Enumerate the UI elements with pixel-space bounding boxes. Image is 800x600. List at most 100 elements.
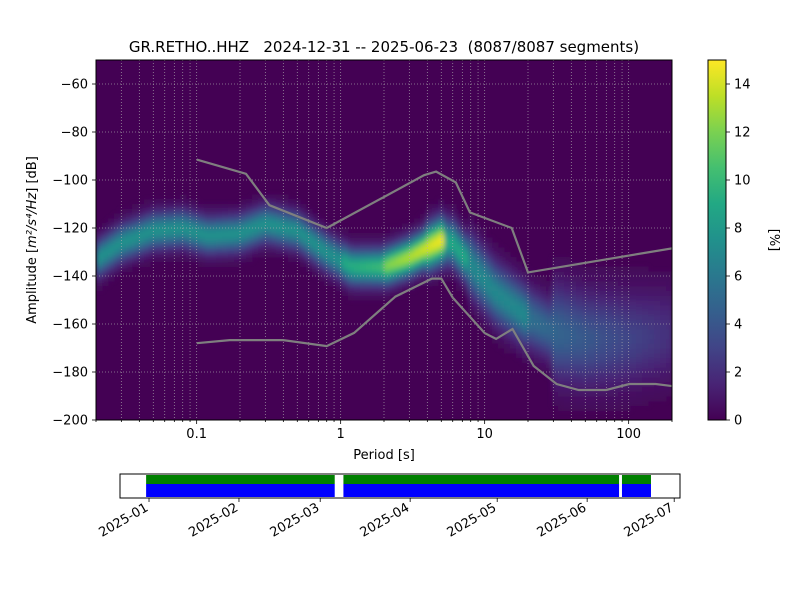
heatmap-cell <box>324 232 331 239</box>
heatmap-cell <box>492 333 499 340</box>
heatmap-cell <box>102 242 109 248</box>
heatmap-cell <box>606 376 613 383</box>
heatmap-cell <box>642 304 649 311</box>
heatmap-cell <box>240 256 247 263</box>
heatmap-cell <box>378 252 385 258</box>
heatmap-cell <box>366 252 373 258</box>
heatmap-cell <box>636 372 643 378</box>
heatmap-cell <box>168 218 175 224</box>
heatmap-cell <box>666 300 672 306</box>
heatmap-cell <box>660 309 667 316</box>
heatmap-cell <box>588 376 595 383</box>
heatmap-cell <box>618 362 625 368</box>
heatmap-cell <box>618 381 625 388</box>
heatmap-cell <box>300 247 307 253</box>
heatmap-cell <box>276 208 283 215</box>
heatmap-cell <box>270 242 277 248</box>
heatmap-cell <box>522 333 529 340</box>
heatmap-cell <box>222 223 229 229</box>
heatmap-cell <box>582 304 589 311</box>
heatmap-cell <box>306 252 313 258</box>
heatmap-cell <box>612 290 619 296</box>
heatmap-cell <box>486 290 493 296</box>
heatmap-cell <box>174 199 181 205</box>
heatmap-cell <box>318 261 325 268</box>
y-tick-label: −100 <box>52 174 88 189</box>
heatmap-cell <box>96 261 103 268</box>
heatmap-cell <box>228 252 235 258</box>
heatmap-cell <box>564 343 571 349</box>
heatmap-cell <box>570 333 577 340</box>
heatmap-cell <box>600 391 607 397</box>
heatmap-cell <box>570 405 577 412</box>
heatmap-cell <box>318 237 325 244</box>
heatmap-cell <box>522 280 529 287</box>
heatmap-cell <box>288 208 295 215</box>
heatmap-cell <box>606 391 613 397</box>
heatmap-cell <box>246 204 253 210</box>
heatmap-cell <box>648 391 655 397</box>
heatmap-cell <box>198 261 205 268</box>
heatmap-cell <box>318 252 325 258</box>
heatmap-cell <box>654 324 661 330</box>
heatmap-cell <box>240 242 247 248</box>
heatmap-cell <box>594 309 601 316</box>
timeline-frame <box>119 473 681 499</box>
heatmap-cell <box>276 199 283 205</box>
heatmap-cell <box>594 300 601 306</box>
heatmap-cell <box>114 242 121 248</box>
heatmap-cell <box>546 362 553 368</box>
heatmap-cell <box>432 232 439 239</box>
heatmap-cell <box>438 252 445 258</box>
heatmap-cell <box>468 256 475 263</box>
heatmap-cell <box>222 256 229 263</box>
heatmap-cell <box>594 372 601 378</box>
heatmap-cell <box>456 223 463 229</box>
heatmap-cell <box>474 266 481 272</box>
heatmap-cell <box>654 362 661 368</box>
heatmap-cell <box>288 223 295 229</box>
heatmap-cell <box>540 328 547 335</box>
heatmap-cell <box>564 405 571 412</box>
heatmap-cell <box>384 285 391 292</box>
heatmap-cell <box>588 343 595 349</box>
heatmap-cell <box>606 280 613 287</box>
heatmap-cell <box>624 396 631 402</box>
heatmap-cell <box>492 338 499 344</box>
heatmap-cell <box>288 199 295 205</box>
heatmap-cell <box>186 228 193 234</box>
heatmap-cell <box>600 304 607 311</box>
heatmap-cell <box>666 290 672 296</box>
heatmap-cell <box>288 232 295 239</box>
heatmap-cell <box>390 261 397 268</box>
heatmap-cell <box>396 280 403 287</box>
heatmap-cell <box>468 266 475 272</box>
heatmap-cell <box>192 242 199 248</box>
heatmap-cell <box>336 276 343 282</box>
heatmap-cell <box>456 266 463 272</box>
heatmap-cell <box>576 324 583 330</box>
heatmap-cell <box>180 237 187 244</box>
heatmap-cell <box>354 237 361 244</box>
heatmap-cell <box>558 276 565 282</box>
heatmap-cell <box>396 266 403 272</box>
heatmap-cell <box>306 228 313 234</box>
heatmap-cell <box>498 247 505 253</box>
heatmap-cell <box>564 362 571 368</box>
heatmap-cell <box>366 276 373 282</box>
heatmap-cell <box>600 295 607 301</box>
heatmap-cell <box>360 256 367 263</box>
heatmap-cell <box>342 252 349 258</box>
heatmap-cell <box>126 218 133 224</box>
heatmap-cell <box>120 256 127 263</box>
heatmap-cell <box>348 256 355 263</box>
heatmap-cell <box>258 237 265 244</box>
heatmap-cell <box>606 352 613 359</box>
heatmap-cell <box>570 400 577 407</box>
heatmap-cell <box>240 218 247 224</box>
heatmap-cell <box>462 285 469 292</box>
heatmap-cell <box>378 247 385 253</box>
heatmap-cell <box>204 213 211 220</box>
heatmap-cell <box>480 285 487 292</box>
heatmap-cell <box>540 304 547 311</box>
